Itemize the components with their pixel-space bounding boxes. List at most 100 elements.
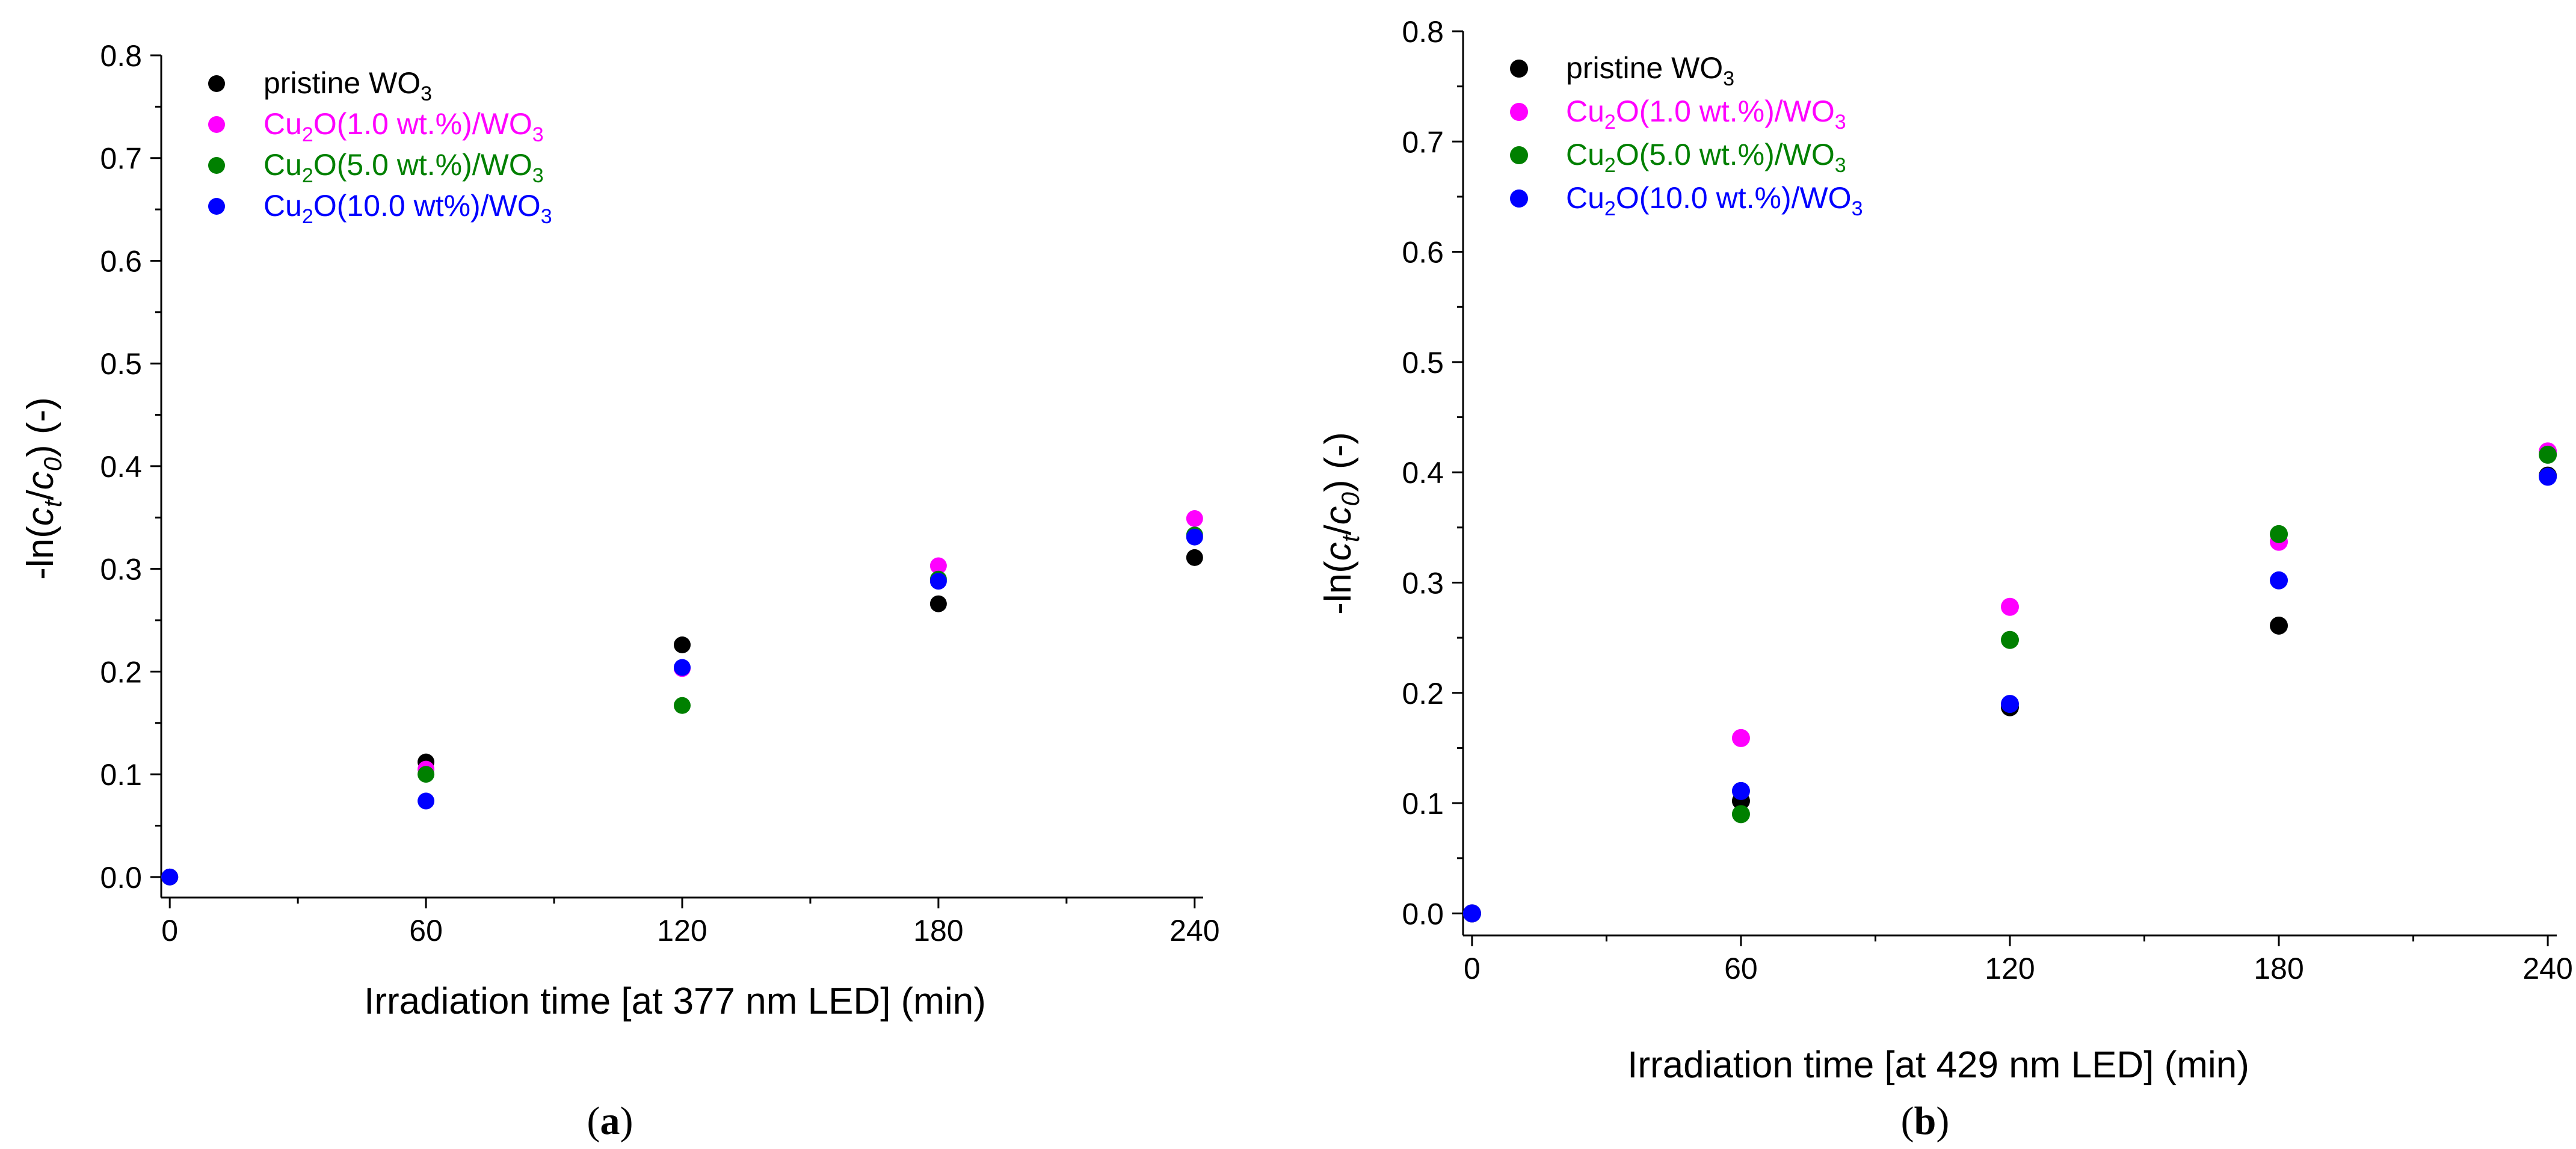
x-tick-label: 60 xyxy=(409,914,443,947)
x-tick-label: 60 xyxy=(1724,952,1758,985)
data-point xyxy=(161,868,179,886)
ylabel-b-c1: c xyxy=(1317,542,1359,561)
ylabel-b-prefix: -ln( xyxy=(1317,561,1359,615)
legend-subscript: 3 xyxy=(541,205,552,228)
data-point xyxy=(1462,904,1481,923)
y-tick-label: 0.3 xyxy=(100,553,142,587)
chart-panel-b: 0.00.10.20.30.40.50.60.70.80 60 120 180 240 … xyxy=(1317,15,2573,1143)
legend-text: Cu xyxy=(1566,181,1604,215)
data-point xyxy=(674,636,691,653)
x-tick-label: 0 xyxy=(1464,952,1481,985)
y-tick-label: 0.0 xyxy=(1402,897,1444,931)
legend-entry-label: Cu2​O(10.0 wt.%)/WO3​ xyxy=(1566,181,1863,220)
x-tick-label: 240 xyxy=(2522,952,2572,985)
legend-text: Cu xyxy=(1566,94,1604,128)
data-points-b xyxy=(1462,442,2557,923)
x-tick-label: 0 xyxy=(161,914,178,947)
data-point xyxy=(2001,695,2019,713)
y-axis-label-a: -ln(ct/c0) (-) xyxy=(20,397,67,580)
y-tick-label: 0.4 xyxy=(100,450,142,484)
y-tick-label: 0.6 xyxy=(100,244,142,278)
legend-entry-label: Cu2​O(5.0 wt.%)/WO3​ xyxy=(1566,138,1846,177)
panel-caption-b-letter: b xyxy=(1914,1099,1937,1143)
legend-marker xyxy=(208,198,225,215)
data-point xyxy=(1731,729,1750,747)
legend-text: O(5.0 wt.%)/WO xyxy=(313,148,532,182)
data-point xyxy=(1186,510,1203,527)
ylabel-b-c2: c xyxy=(1317,506,1359,525)
legend-text: O(5.0 wt.%)/WO xyxy=(1616,138,1835,171)
ylabel-a-s2: 0 xyxy=(39,457,67,471)
chart-panel-a: 0.00.10.20.30.40.50.60.70.80 60 120 180 240 … xyxy=(20,39,1220,1143)
y-tick-label: 0.1 xyxy=(100,758,142,792)
data-point xyxy=(1731,781,1750,800)
panel-caption-a-letter: a xyxy=(600,1099,620,1143)
legend-text: O(10.0 wt.%)/WO xyxy=(1616,181,1852,215)
data-point xyxy=(674,697,691,714)
x-axis-label-b: Irradiation time [at 429 nm LED] (min) xyxy=(1627,1044,2249,1086)
x-tick-label: 120 xyxy=(1985,952,2035,985)
ylabel-a-c2: c xyxy=(20,471,61,490)
ylabel-b-mid: / xyxy=(1317,525,1359,535)
x-tick-label: 180 xyxy=(2254,952,2303,985)
legend-b: pristine WO3​ Cu2​O(1.0 wt.%)/WO3​ Cu2​O(5… xyxy=(1510,51,1863,220)
data-point xyxy=(1731,805,1750,824)
legend-subscript: 3 xyxy=(421,82,432,105)
legend-subscript: 3 xyxy=(532,164,544,187)
legend-marker xyxy=(1510,103,1528,121)
data-point xyxy=(2539,467,2557,486)
y-tick-label: 0.3 xyxy=(1402,566,1444,600)
legend-subscript: 3 xyxy=(1835,111,1846,134)
data-point xyxy=(1186,549,1203,566)
y-axis-label-b: -ln(ct/c0) (-) xyxy=(1317,432,1364,615)
legend-subscript: 3 xyxy=(1835,154,1846,177)
axes-b: 0.0 0.1 0.2 0.3 0.4 0.5 0.6 0.7 0.8 0 60 120 180 240 xyxy=(1402,15,2572,985)
ylabel-a-s1: t xyxy=(39,499,67,507)
data-point xyxy=(2001,630,2019,649)
legend-marker xyxy=(1510,146,1528,164)
panel-caption-b: (b) xyxy=(1901,1099,1950,1143)
legend-subscript: 2 xyxy=(1604,197,1616,220)
legend-text: O(10.0 wt%)/WO xyxy=(313,189,541,223)
y-tick-label: 0.0 xyxy=(100,861,142,895)
y-tick-label: 0.1 xyxy=(1402,787,1444,821)
legend-text: Cu xyxy=(263,107,302,141)
y-tick-label: 0.8 xyxy=(100,39,142,73)
data-point xyxy=(2539,445,2557,464)
data-point xyxy=(2270,525,2288,543)
ylabel-b-suffix: ) (-) xyxy=(1317,432,1359,492)
ylabel-b-s1: t xyxy=(1336,534,1364,542)
y-tick-label: 0.7 xyxy=(1402,125,1444,159)
data-point xyxy=(2001,597,2019,616)
legend-text: Cu xyxy=(1566,138,1604,171)
ylabel-a-prefix: -ln( xyxy=(20,526,61,580)
ylabel-a-c1: c xyxy=(20,507,61,526)
data-point xyxy=(929,595,947,612)
y-tick-label: 0.2 xyxy=(100,655,142,689)
legend-marker xyxy=(208,116,225,133)
legend-subscript: 3 xyxy=(532,123,544,146)
y-tick-label: 0.8 xyxy=(1402,15,1444,49)
data-point xyxy=(418,792,435,810)
ylabel-a-mid: / xyxy=(20,490,61,501)
legend-text: Cu xyxy=(263,189,302,223)
legend-subscript: 2 xyxy=(1604,111,1616,134)
axes-a: 0.0 0.1 0.2 0.3 0.4 0.5 0.6 0.7 0.8 0 60 120 180 240 xyxy=(100,39,1219,947)
legend-text: pristine WO xyxy=(1566,51,1723,85)
y-tick-label: 0.7 xyxy=(100,142,142,176)
legend-subscript: 3 xyxy=(1852,197,1863,220)
data-point xyxy=(674,659,691,676)
legend-subscript: 2 xyxy=(1604,154,1616,177)
x-tick-label: 240 xyxy=(1169,914,1219,947)
legend-text: O(1.0 wt.%)/WO xyxy=(313,107,532,141)
legend-marker xyxy=(208,75,225,92)
y-tick-label: 0.5 xyxy=(1402,346,1444,380)
legend-subscript: 2 xyxy=(302,123,313,146)
x-tick-label: 120 xyxy=(657,914,707,947)
legend-a: pristine WO3​Cu2​O(1.0 wt.%)/WO3​Cu2​O(5… xyxy=(208,66,552,228)
data-point xyxy=(2270,571,2288,590)
ylabel-a-suffix: ) (-) xyxy=(20,397,61,457)
data-points-a xyxy=(161,510,1203,886)
legend-marker xyxy=(208,157,225,174)
